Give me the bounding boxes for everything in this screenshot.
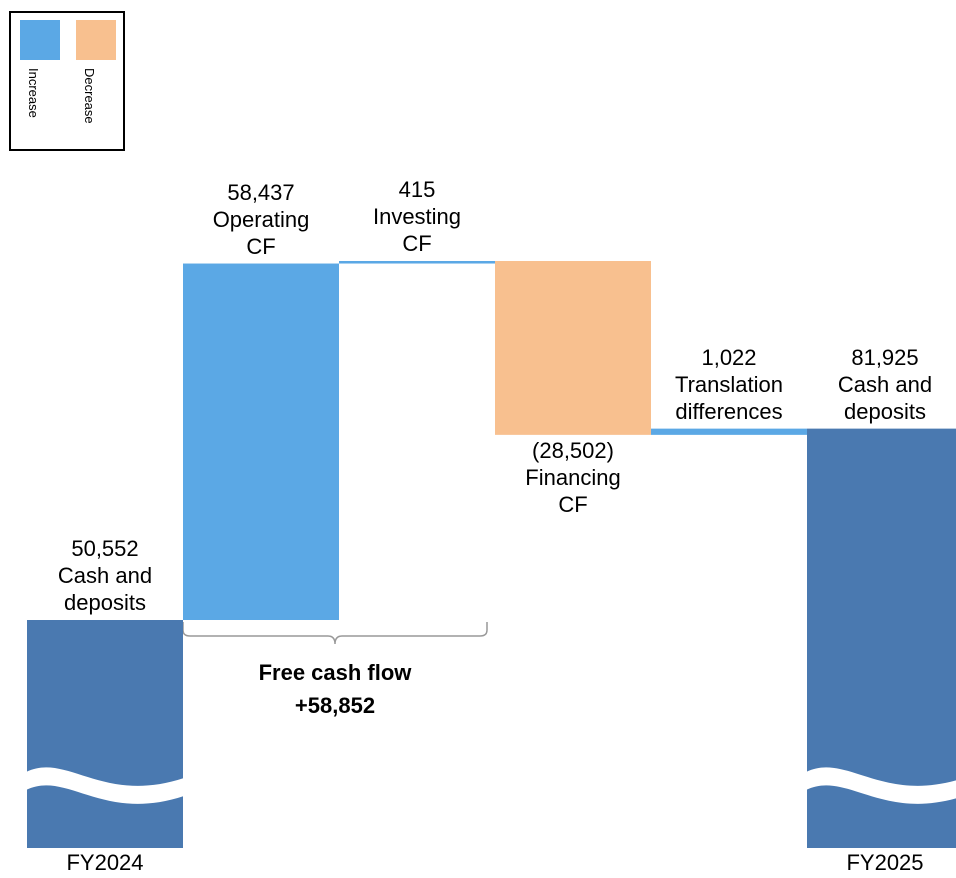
data-label: (28,502) Financing CF [493, 437, 653, 518]
axis-break [26, 767, 184, 804]
annotation-value: +58,852 [294, 693, 376, 718]
x-tick-label: FY2025 [846, 850, 924, 875]
data-label: 58,437 Operating CF [181, 179, 341, 260]
category-label: Cash and deposits [837, 371, 933, 424]
legend-swatch [76, 20, 116, 60]
category-label: Operating CF [212, 206, 310, 259]
legend-label: Increase [26, 68, 41, 118]
annotation: Free cash flow +58,852 [185, 656, 485, 722]
value-label: 50,552 [71, 536, 139, 561]
category-label: Financing CF [525, 464, 621, 517]
value-label: (28,502) [532, 437, 614, 463]
bar [27, 620, 183, 848]
value-label: 58,437 [227, 179, 295, 205]
data-label: 81,925 Cash and deposits [805, 344, 956, 425]
legend-label: Decrease [82, 68, 97, 124]
category-label: Investing CF [372, 204, 462, 256]
value-label: 1,022 [701, 344, 757, 370]
data-label: 1,022 Translation differences [649, 344, 809, 425]
category-label: Translation differences [674, 371, 783, 424]
data-label: 415 Investing CF [337, 176, 497, 257]
data-label: 50,552 Cash and deposits [25, 535, 185, 616]
category-label: Cash and deposits [57, 563, 153, 615]
bar [495, 261, 651, 435]
x-tick-label: FY2024 [66, 850, 144, 875]
bar [339, 261, 495, 264]
axis-break [806, 767, 956, 804]
bracket [182, 622, 488, 645]
value-label: 415 [398, 177, 436, 202]
legend-swatch [20, 20, 60, 60]
value-label: 81,925 [851, 344, 919, 370]
bar [183, 263, 339, 620]
bar [651, 428, 807, 435]
annotation-title: Free cash flow [258, 660, 412, 685]
